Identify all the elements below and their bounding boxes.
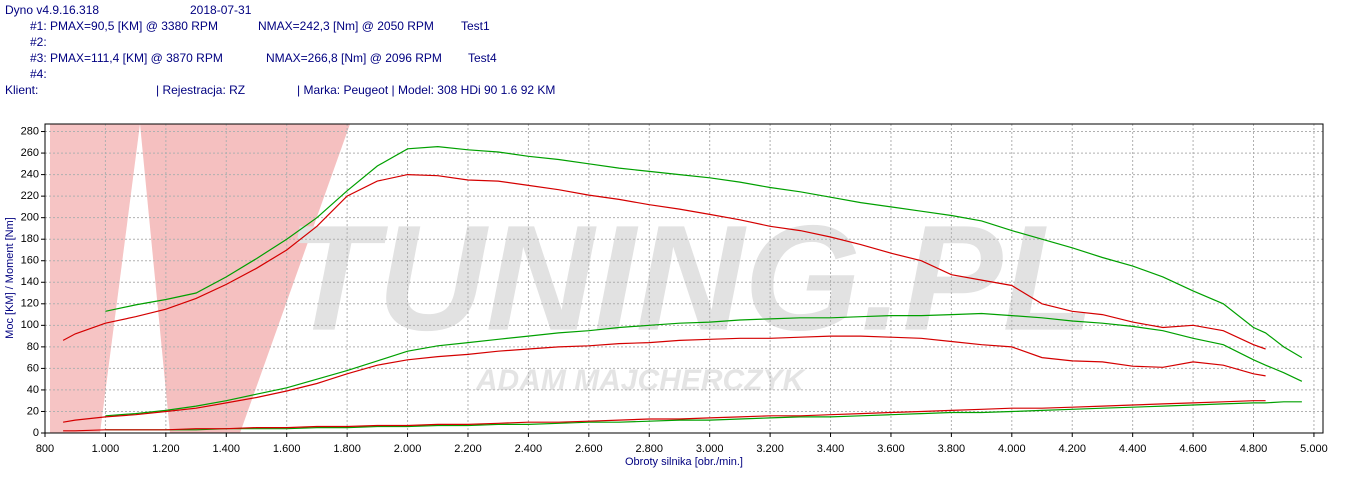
x-tick-label: 3.800 (938, 443, 966, 455)
x-tick-label: 1.800 (333, 443, 361, 455)
y-tick-label: 120 (21, 298, 39, 310)
x-axis-title: Obroty silnika [obr./min.] (625, 456, 743, 468)
x-tick-label: 2.400 (515, 443, 543, 455)
x-tick-label: 3.400 (817, 443, 845, 455)
series-line (62, 173, 1266, 350)
registration: | Rejestracja: RZ (156, 83, 245, 97)
series-line (105, 312, 1303, 417)
run-name: Test1 (461, 19, 490, 33)
x-tick-label: 2.000 (394, 443, 422, 455)
x-tick-label: 800 (36, 443, 54, 455)
series-line (63, 400, 1266, 432)
plot-frame (44, 123, 1324, 434)
y-axis-title: Moc [KM] / Moment [Nm] (4, 217, 16, 339)
x-tick-label: 4.800 (1240, 443, 1268, 455)
logo-shape (140, 124, 350, 433)
y-tick-label: 240 (21, 169, 39, 181)
y-tick-label: 60 (27, 362, 39, 374)
series-line (105, 401, 1302, 431)
run-nmax: NMAX=266,8 [Nm] @ 2096 RPM (266, 51, 442, 65)
series-line (105, 145, 1303, 359)
run-nmax: NMAX=242,3 [Nm] @ 2050 RPM (258, 19, 434, 33)
x-tick-label: 4.000 (998, 443, 1026, 455)
y-tick-label: 20 (27, 405, 39, 417)
logo-shape (50, 124, 140, 433)
y-tick-label: 40 (27, 384, 39, 396)
date: 2018-07-31 (190, 3, 252, 17)
y-tick-label: 200 (21, 212, 39, 224)
y-tick-label: 80 (27, 341, 39, 353)
run-name: Test4 (468, 51, 497, 65)
y-tick-label: 180 (21, 233, 39, 245)
series-line (62, 335, 1266, 423)
x-tick-label: 2.200 (454, 443, 482, 455)
watermark-logo: TUNING.PL (286, 194, 1094, 362)
y-tick-label: 0 (33, 427, 39, 439)
app-version: Dyno v4.9.16.318 (5, 3, 99, 17)
plot-layer (41, 124, 1323, 437)
y-tick-label: 100 (21, 319, 39, 331)
x-tick-label: 2.800 (635, 443, 663, 455)
x-tick-label: 1.200 (152, 443, 180, 455)
x-tick-label: 4.600 (1179, 443, 1207, 455)
client: Klient: (5, 83, 38, 97)
run-label: #4: (30, 67, 47, 81)
y-tick-label: 140 (21, 276, 39, 288)
vehicle: | Marka: Peugeot | Model: 308 HDi 90 1.6… (297, 83, 555, 97)
run-label: #1: PMAX=90,5 [KM] @ 3380 RPM (30, 19, 218, 33)
run-label: #2: (30, 35, 47, 49)
watermark-author: ADAM MAJCHERCZYK (475, 364, 807, 397)
x-tick-label: 1.400 (213, 443, 241, 455)
x-tick-label: 1.000 (92, 443, 120, 455)
x-tick-label: 3.600 (877, 443, 905, 455)
x-tick-label: 5.000 (1300, 443, 1328, 455)
x-tick-label: 2.600 (575, 443, 603, 455)
x-tick-label: 4.400 (1119, 443, 1147, 455)
y-tick-label: 160 (21, 255, 39, 267)
y-tick-label: 220 (21, 190, 39, 202)
x-tick-label: 1.600 (273, 443, 301, 455)
x-tick-label: 3.200 (756, 443, 784, 455)
y-tick-label: 260 (21, 147, 39, 159)
run-label: #3: PMAX=111,4 [KM] @ 3870 RPM (30, 51, 223, 65)
y-tick-label: 280 (21, 125, 39, 137)
x-tick-label: 4.200 (1058, 443, 1086, 455)
x-tick-label: 3.000 (696, 443, 724, 455)
